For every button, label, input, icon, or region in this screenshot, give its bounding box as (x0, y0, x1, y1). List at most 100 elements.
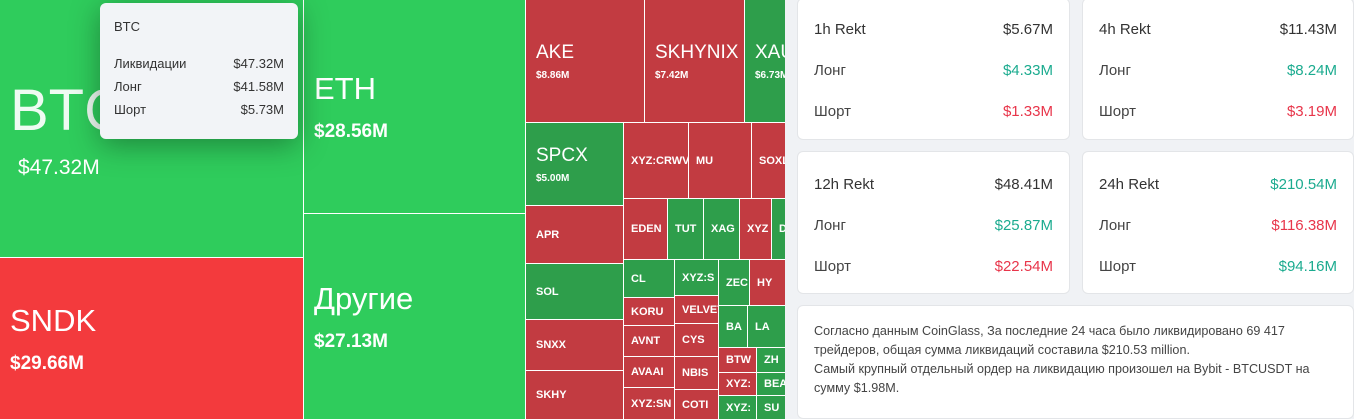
tile: XYZ:CRWV (624, 123, 688, 198)
tile-label: XAU (755, 41, 785, 63)
summary-text: Согласно данным CoinGlass, За последние … (814, 324, 1285, 357)
tile-label: XYZ:CRWV (631, 154, 688, 167)
card-total: $210.54M (1270, 176, 1337, 193)
tile: HY (750, 260, 785, 305)
tile: AVNT (624, 326, 674, 356)
tile: APR (526, 206, 623, 263)
card-title: 4h Rekt (1099, 21, 1151, 38)
tile: NBIS (675, 357, 718, 389)
tile-label: CL (631, 272, 646, 285)
card-row: Шорт $1.33M (814, 91, 1053, 132)
tile: SU (757, 396, 785, 419)
tile-label: BTW (726, 354, 752, 366)
tile: D (772, 199, 785, 259)
tooltip-key: Лонг (114, 79, 142, 94)
tile: KORU (624, 298, 674, 325)
card-row: Лонг $25.87M (814, 205, 1053, 246)
tile-label: AKE (536, 41, 575, 63)
card-total: $48.41M (994, 176, 1053, 193)
card-header: 12h Rekt $48.41M (814, 164, 1053, 205)
tile-label: COTI (682, 398, 709, 411)
tile-label: XYZ:S (682, 271, 715, 284)
card-row: Шорт $3.19M (1099, 91, 1337, 132)
card-row: Лонг $4.33M (814, 50, 1053, 91)
tile: VELVET (675, 296, 718, 323)
tile-label: KORU (631, 305, 664, 318)
tooltip-row: Шорт $5.73M (114, 102, 284, 117)
tile: XYZ:S (675, 260, 718, 295)
tile-label: SKHY (536, 389, 567, 401)
tile: XAU $6.73M (745, 0, 785, 122)
tile: ZH (757, 348, 785, 372)
tile-value: $28.56M (314, 120, 388, 142)
summary-text: Самый крупный отдельный ордер на ликвида… (814, 362, 1310, 395)
tile-label: AVAAI (631, 366, 664, 378)
card-row-value: $3.19M (1286, 103, 1337, 120)
tooltip-row: Лонг $41.58M (114, 79, 284, 94)
stat-card: 1h Rekt $5.67M Лонг $4.33M Шорт $1.33M (797, 0, 1070, 140)
tile-label: D (779, 223, 785, 235)
tile-label: SNDK (10, 302, 97, 338)
tile-value: $47.32M (18, 156, 100, 179)
card-row: Шорт $94.16M (1099, 246, 1337, 287)
tile-label: BEA (764, 378, 785, 390)
tile-label: APR (536, 228, 560, 241)
tile-label: EDEN (631, 223, 662, 235)
tile: XYZ: (719, 396, 756, 419)
summary: Согласно данным CoinGlass, За последние … (797, 305, 1354, 419)
tile-label: LA (755, 320, 770, 333)
card-header: 1h Rekt $5.67M (814, 9, 1053, 50)
tile-label: CYS (682, 334, 705, 346)
card-row-label: Шорт (814, 103, 851, 120)
tile: BTW (719, 348, 756, 372)
tile-label: BA (726, 320, 742, 333)
tile: XYZ (740, 199, 771, 259)
card-row-label: Лонг (814, 217, 846, 234)
tooltip-key: Ликвидации (114, 56, 187, 71)
tile-label: SKHYNIX (655, 41, 739, 63)
tile: MU (689, 123, 751, 198)
card-row-label: Шорт (1099, 103, 1136, 120)
tile: LA (748, 306, 785, 347)
card-title: 1h Rekt (814, 21, 866, 38)
card-row-value: $116.38M (1271, 217, 1337, 234)
tile: CYS (675, 324, 718, 356)
tile: SNXX (526, 320, 623, 370)
tooltip-value: $41.58M (233, 79, 284, 94)
tile-label: XYZ:SN (631, 397, 672, 410)
tile: SOXL (752, 123, 785, 198)
stat-card: 4h Rekt $11.43M Лонг $8.24M Шорт $3.19M (1082, 0, 1354, 140)
card-row-value: $94.16M (1278, 258, 1337, 275)
tile-label: MU (696, 154, 714, 167)
tile: ZEC (719, 260, 749, 305)
tile-label: ETH (314, 70, 376, 106)
tile-value: $8.86M (536, 69, 570, 81)
tile-value: $6.73M (755, 69, 785, 81)
tile: SNDK $29.66M (0, 258, 303, 419)
tile: BEA (757, 373, 785, 395)
tile: AKE $8.86M (526, 0, 644, 122)
card-title: 24h Rekt (1099, 176, 1160, 193)
card-title: 12h Rekt (814, 176, 875, 193)
tile-label: Другие (314, 280, 414, 316)
card-row-label: Шорт (814, 258, 851, 275)
tooltip-title: BTC (114, 19, 140, 34)
tile-label: SU (764, 401, 780, 414)
tile: AVAAI (624, 357, 674, 387)
tile: SKHYNIX $7.42M (645, 0, 744, 122)
tooltip: BTC Ликвидации $47.32M Лонг $41.58M Шорт $5.7… (100, 3, 298, 139)
tile: XYZ:SN (624, 388, 674, 419)
tile-label: HY (757, 276, 773, 289)
card-row-value: $4.33M (1002, 62, 1053, 79)
tile: ETH $28.56M (304, 0, 525, 213)
card-row-label: Шорт (1099, 258, 1136, 275)
tile-label: AVNT (631, 335, 661, 347)
card-row-label: Лонг (1099, 217, 1131, 234)
tile: XAG (704, 199, 739, 259)
tile-label: ZH (764, 354, 779, 366)
card-row-label: Лонг (1099, 62, 1131, 79)
tile: TUT (668, 199, 703, 259)
tile-label: SOXL (759, 154, 785, 167)
card-row-value: $25.87M (994, 217, 1053, 234)
